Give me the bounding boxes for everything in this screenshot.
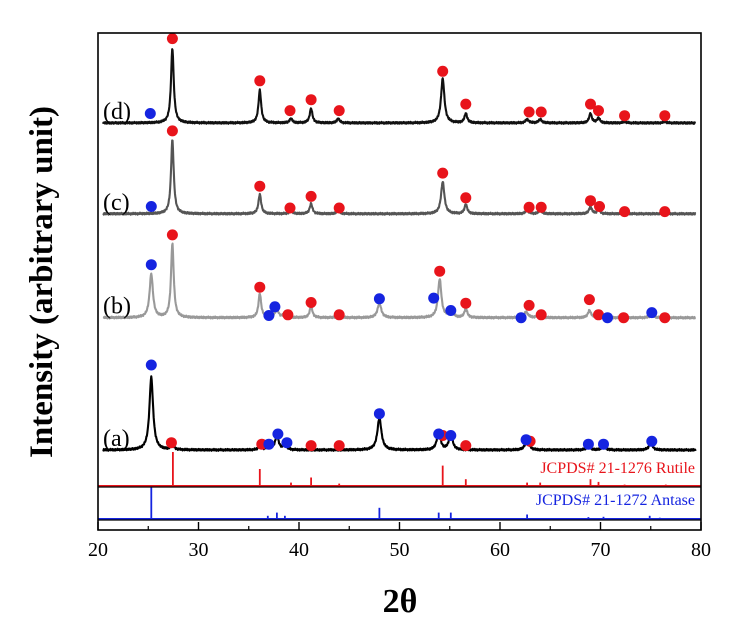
series-label: (b) bbox=[103, 294, 131, 320]
xrd-series: (a) bbox=[102, 359, 697, 452]
rutile-marker bbox=[165, 437, 177, 449]
rutile-marker bbox=[659, 312, 671, 324]
rutile-marker bbox=[535, 201, 547, 213]
series-curve bbox=[102, 375, 697, 452]
xrd-series: (d) bbox=[102, 33, 697, 125]
anatase-marker bbox=[263, 310, 275, 321]
reference-pattern: JCPDS# 21-1272 Antase bbox=[98, 487, 701, 520]
rutile-marker bbox=[618, 312, 630, 324]
rutile-marker bbox=[460, 440, 472, 452]
rutile-marker bbox=[254, 75, 266, 87]
anatase-marker bbox=[144, 108, 156, 119]
anatase-marker bbox=[515, 312, 527, 324]
rutile-marker bbox=[166, 33, 178, 45]
rutile-marker bbox=[305, 190, 317, 202]
x-axis-title: 2θ bbox=[383, 583, 418, 620]
rutile-marker bbox=[333, 202, 345, 214]
x-axis-ticks: 20 30 40 50 60 70 80 bbox=[88, 522, 711, 561]
anatase-marker bbox=[373, 408, 385, 420]
rutile-marker bbox=[434, 265, 446, 277]
rutile-marker bbox=[593, 309, 604, 321]
rutile-marker bbox=[166, 229, 178, 241]
anatase-marker bbox=[445, 305, 457, 316]
reference-label: JCPDS# 21-1276 Rutile bbox=[540, 460, 695, 477]
rutile-marker bbox=[659, 110, 671, 122]
rutile-marker bbox=[305, 94, 317, 106]
anatase-marker bbox=[646, 307, 658, 319]
anatase-marker bbox=[373, 293, 385, 305]
rutile-marker bbox=[284, 202, 296, 214]
x-tick-label: 40 bbox=[289, 539, 309, 561]
rutile-marker bbox=[619, 110, 631, 122]
rutile-marker bbox=[585, 195, 596, 207]
x-tick-label: 30 bbox=[189, 539, 209, 561]
series-label: (a) bbox=[103, 426, 130, 452]
anatase-marker bbox=[145, 359, 157, 371]
y-axis-title: Intensity (arbitrary unit) bbox=[24, 106, 60, 458]
anatase-marker bbox=[433, 428, 445, 440]
rutile-marker bbox=[305, 440, 317, 452]
anatase-marker bbox=[281, 437, 293, 449]
rutile-marker bbox=[659, 206, 671, 218]
anatase-marker bbox=[272, 428, 284, 440]
rutile-marker bbox=[460, 192, 472, 204]
rutile-marker bbox=[535, 106, 547, 118]
rutile-marker bbox=[305, 297, 317, 308]
reference-label: JCPDS# 21-1272 Antase bbox=[536, 492, 695, 509]
rutile-marker bbox=[593, 105, 604, 117]
rutile-marker bbox=[523, 299, 535, 311]
anatase-marker bbox=[428, 292, 440, 304]
rutile-marker bbox=[282, 309, 294, 321]
rutile-marker bbox=[284, 105, 296, 117]
rutile-marker bbox=[619, 206, 631, 218]
rutile-marker bbox=[523, 201, 535, 213]
series-label: (d) bbox=[103, 99, 131, 125]
rutile-marker bbox=[437, 65, 449, 77]
rutile-marker bbox=[333, 440, 345, 452]
x-tick-label: 60 bbox=[490, 539, 510, 561]
rutile-marker bbox=[523, 106, 535, 118]
plot-frame bbox=[97, 32, 702, 531]
anatase-marker bbox=[263, 438, 275, 450]
rutile-marker bbox=[535, 309, 547, 321]
rutile-marker bbox=[333, 309, 345, 321]
series-label: (c) bbox=[103, 190, 130, 216]
reference-pattern: JCPDS# 21-1276 Rutile bbox=[98, 452, 701, 487]
rutile-marker bbox=[254, 281, 266, 293]
anatase-marker bbox=[145, 259, 157, 271]
plot-content: (a) (b) (c) (d) JCPDS# 21-1276 Rutile JCPDS# … bbox=[98, 33, 701, 520]
anatase-marker bbox=[445, 430, 457, 441]
anatase-marker bbox=[646, 435, 658, 447]
x-tick-label: 70 bbox=[591, 539, 611, 561]
anatase-marker bbox=[602, 312, 613, 324]
rutile-marker bbox=[460, 98, 472, 110]
series-curve bbox=[102, 139, 697, 216]
anatase-marker bbox=[582, 438, 594, 450]
anatase-marker bbox=[269, 301, 281, 313]
anatase-marker bbox=[145, 201, 157, 212]
xrd-series: (c) bbox=[102, 125, 697, 218]
rutile-marker bbox=[437, 167, 449, 179]
series-curve bbox=[102, 48, 697, 125]
rutile-marker bbox=[333, 105, 345, 117]
x-tick-label: 20 bbox=[88, 539, 108, 561]
rutile-marker bbox=[594, 201, 605, 212]
xrd-series: (b) bbox=[102, 229, 697, 324]
rutile-marker bbox=[166, 125, 178, 137]
rutile-marker bbox=[254, 180, 266, 192]
rutile-marker bbox=[460, 297, 472, 309]
series-curve bbox=[102, 242, 697, 320]
anatase-marker bbox=[598, 438, 609, 450]
anatase-marker bbox=[520, 434, 532, 446]
x-tick-label: 50 bbox=[390, 539, 410, 561]
rutile-marker bbox=[583, 294, 595, 306]
rutile-marker bbox=[585, 98, 596, 110]
x-tick-label: 80 bbox=[691, 539, 711, 561]
